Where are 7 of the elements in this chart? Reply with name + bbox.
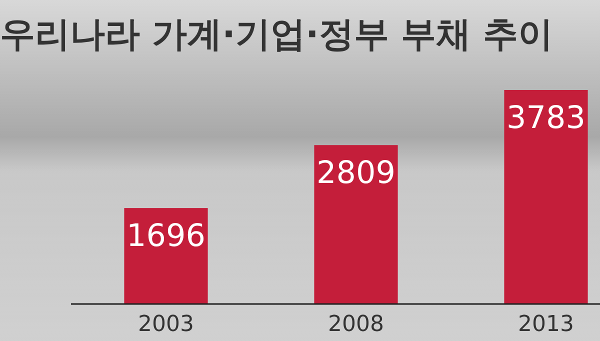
data-label: 3783 bbox=[506, 100, 586, 136]
data-label: 1696 bbox=[126, 218, 206, 254]
x-tick-label: 2003 bbox=[138, 312, 194, 337]
chart-title: 우리나라 가계·기업·정부 부채 추이 bbox=[0, 15, 554, 55]
x-tick-label: 2008 bbox=[328, 312, 384, 337]
x-tick-label: 2013 bbox=[518, 312, 574, 337]
data-label: 2809 bbox=[316, 155, 396, 192]
